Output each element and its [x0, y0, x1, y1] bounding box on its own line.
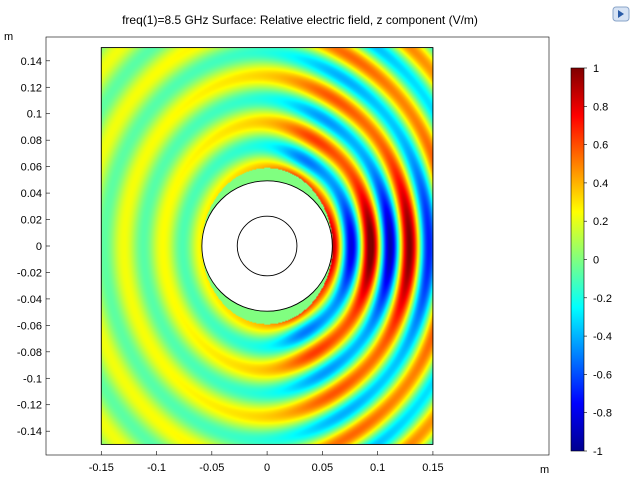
chart-title: freq(1)=8.5 GHz Surface: Relative electr…: [122, 13, 478, 27]
y-tick-label: 0.08: [21, 135, 42, 147]
y-tick-label: -0.08: [17, 347, 42, 359]
y-tick-label: -0.1: [23, 373, 42, 385]
cylinder-inner-boundary: [236, 215, 298, 277]
colorbar-tick-label: -0.4: [593, 331, 612, 343]
comsol-logo-icon[interactable]: [612, 6, 630, 22]
x-tick-label: -0.15: [89, 462, 114, 474]
x-tick-label: -0.1: [147, 462, 166, 474]
y-axis: 0.14 0.12 0.1 0.08 0.06 0.04 0.02 0 -0.02 -0.04 -0…: [17, 56, 50, 438]
y-tick-label: -0.02: [17, 267, 42, 279]
colorbar-tick-label: -0.6: [593, 369, 612, 381]
colorbar-ticks: 1 0.8 0.6 0.4 0.2 0 -0.2 -0.4 -0.6 -0.8 -1: [584, 63, 612, 458]
x-tick-label: 0.15: [422, 462, 443, 474]
colorbar-tick-label: 0.8: [593, 101, 608, 113]
y-tick-label: -0.14: [17, 426, 42, 438]
cylinder-outer-boundary: [201, 180, 333, 312]
x-axis: -0.15 -0.1 -0.05 0 0.05 0.1 0.15: [89, 451, 444, 474]
y-tick-label: -0.12: [17, 400, 42, 412]
colorbar: [570, 67, 585, 452]
y-tick-label: 0.04: [21, 188, 42, 200]
y-tick-label: -0.06: [17, 320, 42, 332]
colorbar-tick-label: 0: [593, 255, 599, 267]
y-tick-label: 0.12: [21, 82, 42, 94]
colorbar-tick-label: 0.4: [593, 178, 608, 190]
x-tick-label: 0: [264, 462, 270, 474]
y-tick-label: 0.02: [21, 215, 42, 227]
x-axis-unit: m: [540, 464, 549, 476]
x-tick-label: 0.1: [370, 462, 385, 474]
x-tick-label: -0.05: [199, 462, 224, 474]
colorbar-tick-label: 0.6: [593, 140, 608, 152]
colorbar-tick-label: -0.8: [593, 408, 612, 420]
y-tick-label: 0: [36, 241, 42, 253]
colorbar-tick-label: 0.2: [593, 216, 608, 228]
colorbar-tick-label: -0.2: [593, 293, 612, 305]
y-tick-label: 0.06: [21, 162, 42, 174]
field-surface: [101, 47, 434, 445]
y-tick-label: 0.1: [27, 109, 42, 121]
y-tick-label: -0.04: [17, 294, 42, 306]
colorbar-tick-label: -1: [593, 446, 603, 458]
colorbar-tick-label: 1: [593, 63, 599, 75]
domain-boundary: [100, 47, 434, 445]
y-tick-label: 0.14: [21, 56, 42, 68]
x-tick-label: 0.05: [312, 462, 333, 474]
y-axis-unit: m: [4, 31, 13, 43]
